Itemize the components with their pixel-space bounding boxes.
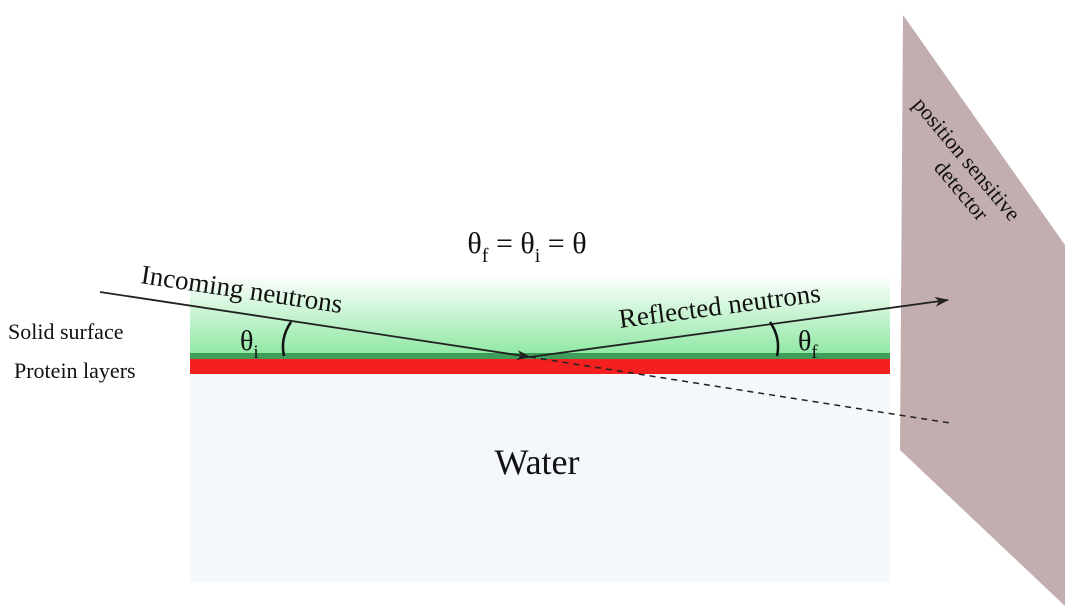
protein-layers-label: Protein layers [14,358,136,383]
angle-subscript: f [811,342,818,363]
angle-symbol: θ [798,326,811,357]
angle-subscript: i [253,342,258,363]
transmitted-path [529,356,951,424]
angle-equation: θf = θi = θ [467,227,586,267]
eq-part: f [482,245,489,267]
final-angle-arc [768,321,780,357]
eq-part: θ [467,227,481,260]
solid-surface-label: Solid surface [8,319,123,344]
final-angle-label: θf [798,326,818,363]
reflected-beam [529,296,949,358]
angle-symbol: θ [240,326,253,357]
water-region [190,374,890,582]
water-label: Water [494,442,579,482]
incoming-beam [99,291,531,361]
protein-region [190,275,890,355]
eq-part: i [535,245,541,267]
incident-angle-label: θi [240,326,259,363]
detector-plane [900,15,1065,606]
solid-surface [190,359,890,374]
eq-part: = θ [488,227,534,260]
eq-part: = θ [540,227,586,260]
incident-angle-arc [281,321,293,357]
